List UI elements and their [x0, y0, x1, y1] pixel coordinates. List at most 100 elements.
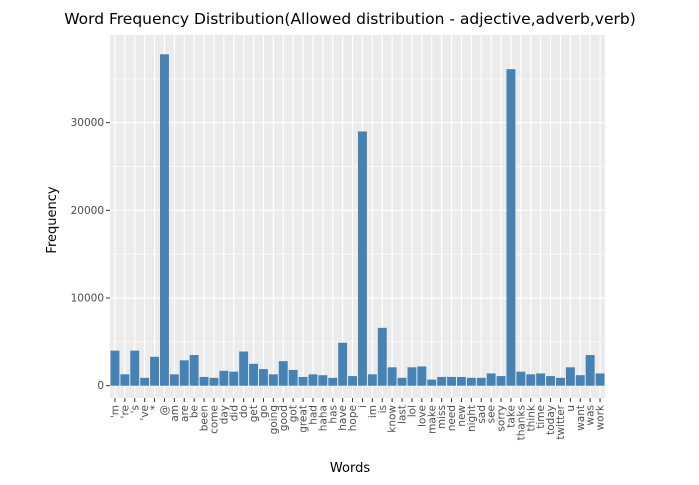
x-tick-label: got: [288, 405, 300, 422]
bar: [249, 363, 259, 386]
bar: [179, 360, 189, 386]
bar: [229, 371, 239, 386]
x-tick-label: be: [189, 405, 201, 418]
bar: [357, 131, 367, 386]
x-tick-label: do: [238, 405, 250, 418]
x-tick-label: am: [169, 405, 181, 422]
bar: [258, 369, 268, 386]
bar: [536, 373, 546, 386]
bar: [110, 350, 120, 386]
bar: [239, 351, 249, 386]
x-axis-label: Words: [330, 461, 370, 476]
gridlines: [110, 35, 605, 398]
bar: [318, 375, 328, 386]
bars: [110, 54, 605, 386]
x-tick-label: know: [387, 405, 399, 433]
x-tick-label: *: [149, 405, 161, 410]
x-tick-label: hope: [347, 405, 359, 431]
bar: [427, 379, 437, 386]
bar: [209, 377, 219, 386]
bar: [169, 374, 179, 386]
bar: [150, 356, 160, 386]
x-tick-label: sad: [476, 405, 488, 424]
x-tick-label: time: [535, 405, 547, 429]
bar: [288, 369, 298, 386]
x-tick-label: great: [298, 405, 310, 433]
plot-panel: [110, 35, 605, 398]
y-tick-label: 10000: [71, 293, 104, 305]
bar: [308, 374, 318, 386]
bar: [516, 371, 526, 386]
bar: [506, 69, 516, 386]
bar: [555, 377, 565, 386]
bar: [298, 376, 308, 386]
bar: [417, 366, 427, 386]
y-axis-ticks: 0 10000 20000 30000: [71, 117, 110, 392]
bar: [575, 375, 585, 386]
x-tick-label: lol: [406, 405, 418, 417]
x-tick-label: get: [248, 405, 260, 422]
bar: [526, 374, 536, 386]
x-tick-label: see: [486, 405, 498, 423]
bar: [476, 377, 486, 386]
x-tick-label: miss: [436, 405, 448, 429]
bar: [397, 377, 407, 386]
bar: [278, 361, 288, 386]
bar: [387, 367, 397, 386]
y-tick-label: 30000: [71, 117, 104, 129]
x-tick-label: think: [525, 404, 537, 431]
y-axis-label: Frequency: [45, 186, 60, 253]
bar: [496, 376, 506, 386]
x-tick-label: sorry: [496, 405, 508, 432]
bar: [595, 373, 605, 386]
bar: [486, 373, 496, 386]
x-tick-label: have: [337, 405, 349, 431]
x-tick-label: 's: [129, 405, 141, 413]
bar: [140, 377, 150, 386]
bar: [199, 376, 209, 386]
x-tick-label: day: [218, 405, 230, 424]
x-tick-label: are: [179, 405, 191, 422]
x-tick-label: was: [585, 405, 597, 426]
x-tick-label: im: [367, 405, 379, 418]
x-tick-label: been: [199, 405, 211, 431]
x-tick-label: want: [575, 405, 587, 431]
bar: [565, 367, 575, 386]
y-tick-label: 20000: [71, 205, 104, 217]
bar: [585, 355, 595, 386]
bar: [407, 367, 417, 386]
x-tick-label: 'm: [109, 405, 121, 418]
bar: [367, 374, 377, 386]
x-tick-label: i: [357, 405, 369, 408]
x-tick-label: need: [446, 405, 458, 431]
y-tick-label: 0: [97, 380, 104, 392]
bar: [268, 374, 278, 386]
x-tick-label: had: [307, 405, 319, 425]
bar: [120, 374, 130, 386]
x-axis-ticks: 'm're's've*@amarebebeencomedaydiddogetgo…: [109, 398, 607, 440]
x-tick-label: thanks: [515, 405, 527, 440]
bar: [447, 376, 457, 386]
bar: [456, 376, 466, 386]
bar: [159, 54, 169, 386]
x-tick-label: work: [595, 404, 607, 430]
x-tick-label: today: [545, 405, 557, 435]
x-tick-label: is: [377, 405, 389, 413]
x-tick-label: good: [278, 405, 290, 431]
x-tick-label: twitter: [555, 404, 567, 439]
x-tick-label: going: [268, 405, 280, 434]
x-tick-label: 've: [139, 405, 151, 421]
x-tick-label: u: [565, 405, 577, 412]
x-tick-label: haha: [317, 405, 329, 431]
x-tick-label: come: [208, 405, 220, 434]
bar: [328, 377, 338, 386]
bar: [377, 327, 387, 386]
x-tick-label: has: [327, 405, 339, 424]
x-tick-label: love: [416, 405, 428, 427]
bar: [466, 377, 476, 386]
x-tick-label: go: [258, 405, 270, 418]
x-tick-label: last: [397, 405, 409, 424]
x-tick-label: night: [466, 405, 478, 432]
bar: [338, 342, 348, 386]
